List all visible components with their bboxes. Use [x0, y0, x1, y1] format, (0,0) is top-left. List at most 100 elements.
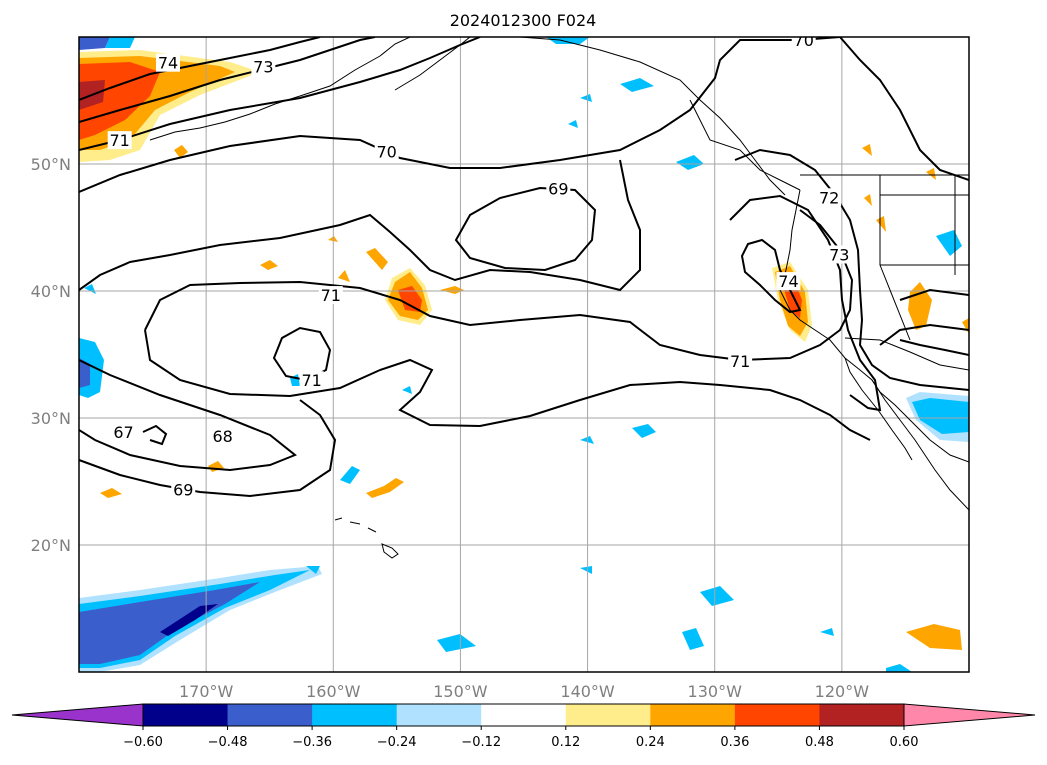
- anomaly-patch-w-cold-core: [79, 358, 90, 388]
- contour-70-lower: [79, 159, 641, 292]
- contour-label-background: [107, 131, 132, 150]
- coastline-alaska-peninsula: [394, 37, 471, 91]
- anomaly-patch-sw-cold-inner: [79, 582, 260, 664]
- anomaly-patch-cold-f: [682, 628, 704, 650]
- colorbar-tick-label: 0.12: [551, 735, 580, 750]
- anomaly-patch-165w-warm: [260, 260, 278, 270]
- colorbar-tick-label: −0.60: [123, 735, 163, 750]
- lat-tick-label: 50°N: [31, 155, 71, 174]
- contour-72-east: [879, 323, 969, 346]
- contour-label: 69: [548, 179, 568, 198]
- contour-label: 71: [301, 371, 321, 390]
- anomaly-patch-cold-b: [402, 386, 412, 394]
- contour-label-background: [827, 245, 852, 264]
- anomaly-patch-ca-inland-warm-c: [864, 194, 872, 206]
- contour-label-background: [210, 427, 235, 446]
- anomaly-patch-mx-warm: [906, 624, 962, 650]
- contour-label: 68: [212, 427, 232, 446]
- anomaly-patch-nw-cold: [79, 37, 110, 50]
- lon-tick-label: 170°W: [179, 682, 234, 701]
- contour-label: 74: [158, 54, 178, 73]
- border-state-lines: [879, 175, 969, 341]
- lat-tick-label: 20°N: [31, 536, 71, 555]
- colorbar-tick-label: 0.24: [636, 735, 665, 750]
- anomaly-patch-baja-cold: [912, 398, 969, 434]
- anomaly-patch-166w-warm-small: [174, 145, 188, 158]
- anomaly-patch-ca-inland-warm-a: [862, 144, 872, 156]
- contour-label: 71: [110, 131, 130, 150]
- anomaly-patch-158w-warm: [338, 270, 350, 282]
- map-title: 2024012300 F024: [450, 11, 597, 30]
- coastline-hawaii: [334, 517, 399, 559]
- ocean-background: [79, 37, 969, 672]
- colorbar-tick-label: −0.48: [208, 735, 248, 750]
- anomaly-patch-ca-inland-warm-b: [876, 216, 886, 232]
- contour-label: 67: [113, 423, 133, 442]
- lon-tick-label: 150°W: [433, 682, 488, 701]
- map-frame: [78, 36, 970, 673]
- contour-label-background: [171, 480, 196, 499]
- contour-label-background: [318, 286, 343, 305]
- contour-label-background: [817, 188, 842, 207]
- contour-label: 71: [730, 352, 750, 371]
- contour-74-closed: [740, 238, 802, 314]
- anomaly-patch-cold-i: [820, 628, 834, 636]
- contour-label: 73: [829, 245, 849, 264]
- anomaly-patch-ca-inland-warm-d: [926, 168, 936, 180]
- contour-label: 70: [794, 31, 814, 50]
- contour-label-background: [156, 53, 180, 72]
- contour-label-background: [791, 37, 816, 49]
- coastline-bc: [689, 99, 801, 191]
- border-us-mexico: [844, 337, 969, 371]
- colorbar-segment: [227, 704, 313, 726]
- height-contour-layer: [79, 37, 969, 498]
- contour-72-west-coast: [734, 148, 969, 391]
- contour-label-background: [728, 352, 753, 371]
- anomaly-patch-cold-e: [700, 586, 734, 606]
- contour-68: [79, 359, 297, 472]
- anomaly-patch-cold-m: [546, 37, 590, 44]
- colorbar-outline: [142, 703, 905, 727]
- coastline-gulf-california: [871, 379, 969, 463]
- coastline-alaska-south: [519, 37, 786, 196]
- colorbar-tick-label: −0.24: [377, 735, 417, 750]
- anomaly-patch-cold-j: [886, 664, 912, 672]
- anomaly-patch-157w-warm: [366, 248, 388, 270]
- colorbar-segment: [565, 704, 651, 726]
- colorbar-tick-label: 0.60: [890, 735, 919, 750]
- contour-label: 73: [253, 57, 273, 76]
- anomaly-patch-nw-cold-edge: [105, 37, 135, 48]
- contour-label: 72: [819, 188, 839, 207]
- colorbar-extend-high: [903, 703, 1036, 727]
- colorbar-segment: [312, 704, 398, 726]
- anomaly-patch-155w-warm-core: [398, 286, 422, 312]
- anomaly-patch-cold-c: [632, 424, 656, 438]
- contour-label-background: [546, 179, 571, 198]
- lat-tick-label: 30°N: [31, 409, 71, 428]
- anomaly-patch-cold-h: [580, 566, 592, 574]
- contour-label-background: [251, 57, 276, 76]
- contour-70-upper: [79, 37, 841, 193]
- contour-70-ne: [839, 37, 969, 181]
- contour-label: 69: [173, 480, 193, 499]
- anomaly-patch-cold-d: [580, 436, 594, 444]
- anomaly-patch-nevada-warm: [908, 282, 932, 330]
- contour-69-closed: [454, 186, 597, 272]
- lat-tick-label: 40°N: [31, 282, 71, 301]
- anomaly-patch-176w-warm: [100, 488, 122, 498]
- contour-label: 70: [377, 143, 397, 162]
- contour-label-background: [111, 423, 136, 442]
- colorbar-extend-low: [11, 703, 144, 727]
- anomaly-patch-cold-l: [620, 78, 654, 92]
- contour-label: 71: [321, 286, 341, 305]
- longitude-labels: 170°W 160°W 150°W 140°W 130°W 120°W: [179, 682, 869, 701]
- colorbar-tick-label: 0.36: [720, 735, 749, 750]
- anomaly-patch-cold-q: [306, 566, 320, 574]
- colorbar-segment: [819, 704, 905, 726]
- colorbar-segment: [481, 704, 567, 726]
- contour-71-east: [899, 339, 969, 356]
- latitude-labels: 20°N 30°N 40°N 50°N: [31, 155, 71, 555]
- lon-tick-label: 160°W: [306, 682, 361, 701]
- colorbar-tick-label: −0.36: [292, 735, 332, 750]
